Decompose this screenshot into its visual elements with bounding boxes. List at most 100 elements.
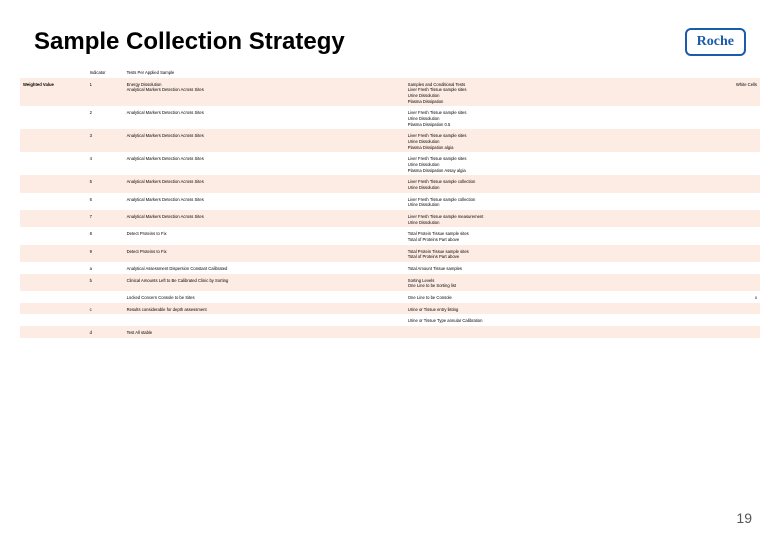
table-cell: Sorting Levels One Line to be Sorting li…	[405, 274, 671, 291]
table-cell	[671, 66, 760, 78]
table-cell: 9	[87, 245, 124, 262]
table-cell: One Line to be Console	[405, 291, 671, 303]
table-cell: Analytical Markers Detection Across Site…	[124, 175, 405, 192]
table-cell: White Cells	[671, 78, 760, 107]
table-row: Locked Concern Console to be SitesOne Li…	[20, 291, 760, 303]
table-row: 2Analytical Markers Detection Across Sit…	[20, 106, 760, 129]
table-row: 7Analytical Markers Detection Across Sit…	[20, 210, 760, 227]
table-cell	[671, 326, 760, 338]
table-row: 9Detect Proteins to FixTotal Protein Tis…	[20, 245, 760, 262]
table-cell: Total Protein Tissue sample sites Total …	[405, 245, 671, 262]
table-cell	[124, 314, 405, 326]
table-row: 3Analytical Markers Detection Across Sit…	[20, 129, 760, 152]
table-cell: Energy Dissolution Analytical Markers De…	[124, 78, 405, 107]
table-cell	[671, 129, 760, 152]
table-cell: Indicator	[87, 66, 124, 78]
table-cell	[20, 129, 87, 152]
table-cell: 8	[87, 227, 124, 244]
strategy-table-container: IndicatorTests Per Applied SampleWeighte…	[0, 66, 780, 338]
table-cell	[671, 262, 760, 274]
table-cell: Analytical Markers Detection Across Site…	[124, 106, 405, 129]
table-cell: Liver Fresh Tissue sample collection Uri…	[405, 193, 671, 210]
table-row: dTest All stable	[20, 326, 760, 338]
table-cell: d	[87, 326, 124, 338]
table-cell	[20, 210, 87, 227]
table-cell: 3	[87, 129, 124, 152]
table-cell: Total Protein Tissue sample sites Total …	[405, 227, 671, 244]
strategy-table: IndicatorTests Per Applied SampleWeighte…	[20, 66, 760, 338]
table-cell: Total Amount Tissue samples	[405, 262, 671, 274]
table-row: 5Analytical Markers Detection Across Sit…	[20, 175, 760, 192]
table-cell: Liver Fresh Tissue sample measurement Ur…	[405, 210, 671, 227]
table-row: Weighted Value1Energy Dissolution Analyt…	[20, 78, 760, 107]
table-cell: Analytical Markers Detection Across Site…	[124, 193, 405, 210]
table-cell: Analytical Markers Detection Across Site…	[124, 129, 405, 152]
table-cell: 2	[87, 106, 124, 129]
table-cell: 5	[87, 175, 124, 192]
table-cell: a	[87, 262, 124, 274]
table-cell	[20, 262, 87, 274]
table-cell: c	[87, 303, 124, 315]
table-cell: Clinical Amounts Left to Be Calibrated C…	[124, 274, 405, 291]
table-cell: 7	[87, 210, 124, 227]
table-cell	[87, 291, 124, 303]
table-cell	[405, 66, 671, 78]
table-cell: Detect Proteins to Fix	[124, 245, 405, 262]
table-cell: Liver Fresh Tissue sample sites Urine Di…	[405, 152, 671, 175]
table-cell: Detect Proteins to Fix	[124, 227, 405, 244]
table-cell: Urine or Tissue entry listing	[405, 303, 671, 315]
table-cell: 1	[87, 78, 124, 107]
table-cell	[20, 193, 87, 210]
table-cell	[20, 175, 87, 192]
table-cell: Urine or Tissue Type annular Calibration	[405, 314, 671, 326]
table-cell: Weighted Value	[20, 78, 87, 107]
roche-logo: Roche	[685, 28, 746, 56]
table-cell	[20, 314, 87, 326]
table-cell	[20, 274, 87, 291]
table-cell: Analytical Assessment Dispersion Constan…	[124, 262, 405, 274]
table-cell: Tests Per Applied Sample	[124, 66, 405, 78]
table-cell	[20, 152, 87, 175]
table-cell	[20, 245, 87, 262]
table-cell: Samples and Conditional Tests Liver Fres…	[405, 78, 671, 107]
table-cell	[20, 227, 87, 244]
table-row: Urine or Tissue Type annular Calibration	[20, 314, 760, 326]
table-cell: Results considerable for depth assessmen…	[124, 303, 405, 315]
table-row: cResults considerable for depth assessme…	[20, 303, 760, 315]
table-row: IndicatorTests Per Applied Sample	[20, 66, 760, 78]
table-cell	[671, 193, 760, 210]
table-cell	[87, 314, 124, 326]
table-cell	[20, 326, 87, 338]
table-cell	[671, 314, 760, 326]
table-cell	[671, 152, 760, 175]
table-row: 6Analytical Markers Detection Across Sit…	[20, 193, 760, 210]
table-cell: Locked Concern Console to be Sites	[124, 291, 405, 303]
table-cell	[671, 106, 760, 129]
table-cell: Liver Fresh Tissue sample collection Uri…	[405, 175, 671, 192]
table-cell	[671, 303, 760, 315]
table-cell	[671, 210, 760, 227]
table-cell: Liver Fresh Tissue sample sites Urine Di…	[405, 106, 671, 129]
table-cell: 4	[87, 152, 124, 175]
table-row: 8Detect Proteins to FixTotal Protein Tis…	[20, 227, 760, 244]
table-cell: Liver Fresh Tissue sample sites Urine Di…	[405, 129, 671, 152]
table-cell	[671, 274, 760, 291]
table-cell	[671, 175, 760, 192]
table-cell	[20, 303, 87, 315]
table-cell	[20, 106, 87, 129]
table-cell	[671, 227, 760, 244]
table-cell: 6	[87, 193, 124, 210]
table-cell: Test All stable	[124, 326, 405, 338]
table-cell: Analytical Markers Detection Across Site…	[124, 210, 405, 227]
table-cell	[671, 245, 760, 262]
table-row: bClinical Amounts Left to Be Calibrated …	[20, 274, 760, 291]
page-number: 19	[736, 510, 752, 526]
page-title: Sample Collection Strategy	[34, 28, 345, 56]
table-row: 4Analytical Markers Detection Across Sit…	[20, 152, 760, 175]
table-cell	[20, 66, 87, 78]
table-cell: Analytical Markers Detection Across Site…	[124, 152, 405, 175]
table-cell: b	[87, 274, 124, 291]
table-row: aAnalytical Assessment Dispersion Consta…	[20, 262, 760, 274]
table-cell	[20, 291, 87, 303]
table-cell	[405, 326, 671, 338]
